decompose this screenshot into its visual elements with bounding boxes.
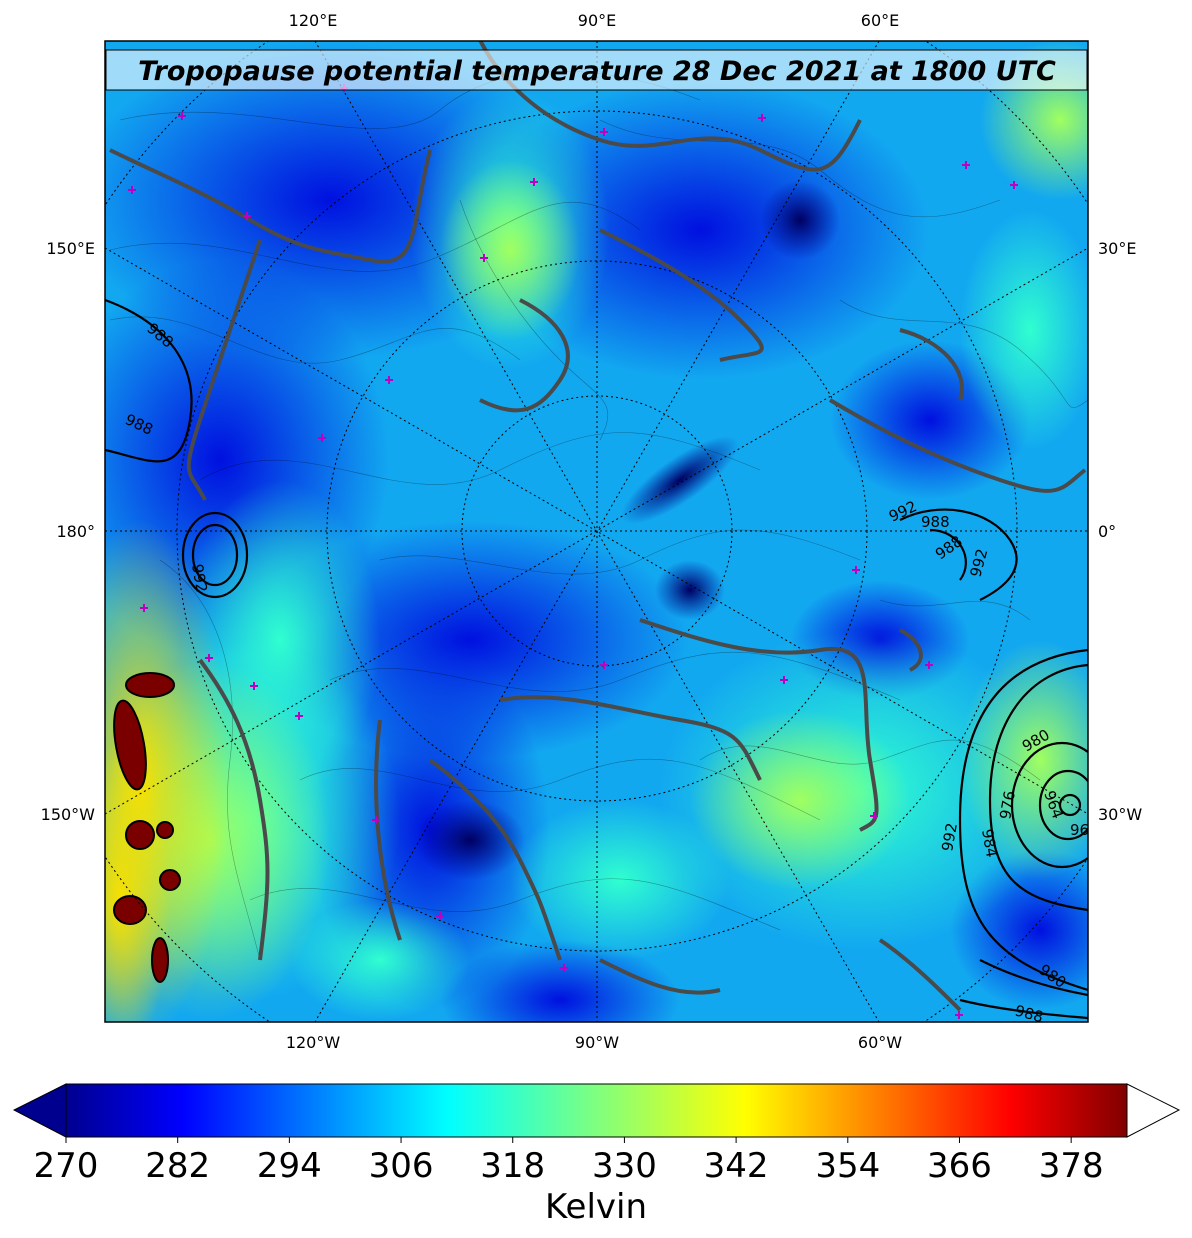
colorbar-tick-label: 282	[145, 1146, 210, 1186]
colorbar-tick-label: 270	[34, 1146, 99, 1186]
top-longitude-labels: 120°E 90°E 60°E	[289, 11, 900, 30]
right-longitude-labels: 30°E 0° 30°W	[1098, 239, 1142, 824]
top-label: 60°E	[861, 11, 899, 30]
colorbar-tick-label: 366	[927, 1146, 992, 1186]
colorbar-tick-label: 330	[592, 1146, 657, 1186]
isobar-label: 96	[1070, 821, 1089, 839]
colorbar-tick-label: 378	[1039, 1146, 1104, 1186]
colorbar-extend-min	[12, 1083, 67, 1138]
colorbar-ticks: 270 282 294 306 318 330 342 354 366 378	[34, 1137, 1104, 1186]
bottom-label: 90°W	[575, 1033, 619, 1052]
bottom-label: 120°W	[286, 1033, 341, 1052]
right-label: 0°	[1098, 522, 1116, 541]
left-label: 180°	[56, 522, 95, 541]
colorbar-label: Kelvin	[545, 1187, 647, 1227]
right-label: 30°W	[1098, 805, 1142, 824]
colorbar-tick-label: 294	[257, 1146, 322, 1186]
map-frame	[104, 40, 1089, 1023]
colorbar-bar	[65, 1083, 1128, 1138]
isobar-label: 992	[938, 821, 961, 852]
left-label: 150°E	[46, 239, 95, 258]
colorbar-tick-label: 318	[480, 1146, 545, 1186]
bottom-label: 60°W	[858, 1033, 902, 1052]
graticule	[105, 41, 1088, 1022]
coastlines	[109, 41, 1087, 1012]
isobar-label: 992	[188, 563, 211, 594]
bottom-longitude-labels: 120°W 90°W 60°W	[286, 1033, 902, 1052]
colorbar-tick-label: 306	[369, 1146, 434, 1186]
isobars	[105, 298, 1088, 1020]
right-label: 30°E	[1098, 239, 1136, 258]
left-longitude-labels: 150°E 180° 150°W	[41, 239, 96, 824]
top-label: 120°E	[289, 11, 338, 30]
map-title: Tropopause potential temperature 28 Dec …	[138, 56, 1056, 87]
colorbar: 270 282 294 306 318 330 342 354 366 378 Kelvin	[12, 1083, 1181, 1227]
top-label: 90°E	[578, 11, 616, 30]
isobar-label: 988	[1013, 1001, 1045, 1026]
colorbar-tick-label: 342	[704, 1146, 769, 1186]
map-title-box	[105, 49, 1088, 91]
isobar-label: 988	[921, 513, 950, 531]
isobar-label: 984	[978, 828, 1001, 859]
tropopause-theta-field: 988 988 992 988 988 992 992 980 976 984 …	[105, 41, 1089, 1026]
colorbar-extend-max	[1126, 1083, 1181, 1138]
left-label: 150°W	[41, 805, 96, 824]
map-panel: 988 988 992 988 988 992 992 980 976 984 …	[41, 11, 1143, 1052]
colorbar-tick-label: 354	[815, 1146, 880, 1186]
isobar-label: 976	[996, 789, 1019, 820]
